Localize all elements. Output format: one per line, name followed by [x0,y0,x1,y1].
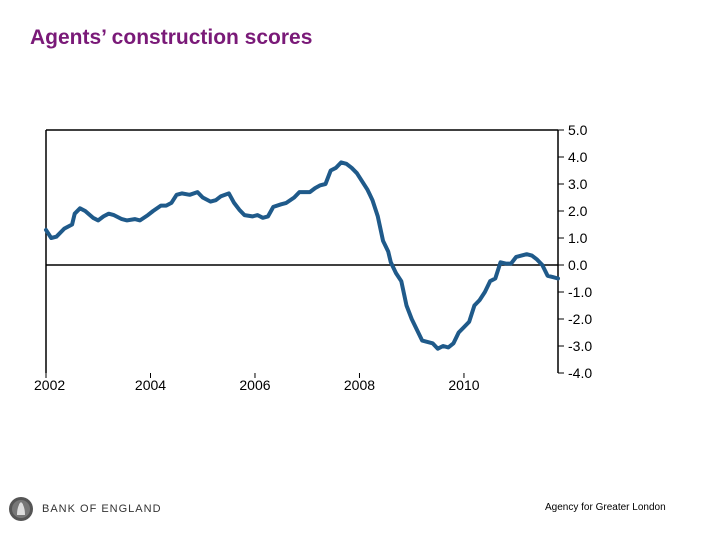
logo-text: BANK OF ENGLAND [42,503,162,515]
chart-frame [45,129,559,373]
x-axis: 2002 2004 2006 2008 2010 [34,373,480,393]
y-tick-label: 4.0 [568,149,588,165]
y-tick-label: 3.0 [568,176,588,192]
y-tick-label: -4.0 [568,365,592,381]
y-axis: 5.0 4.0 3.0 2.0 1.0 0.0 -1.0 -2.0 -3.0 -4.0 [558,122,592,381]
y-tick-label: -1.0 [568,284,592,300]
y-tick-label: 5.0 [568,122,588,138]
footer-agency-text: Agency for Greater London [545,502,666,513]
footer-logo: BANK OF ENGLAND [8,494,162,524]
x-tick-label: 2006 [239,377,270,393]
series-group [44,160,560,351]
y-tick-label: 1.0 [568,230,588,246]
x-tick-label: 2010 [448,377,479,393]
series-line [44,160,560,351]
y-tick-label: -2.0 [568,311,592,327]
y-tick-label: 0.0 [568,257,588,273]
bank-of-england-seal-icon [9,497,33,521]
slide-title: Agents’ construction scores [30,26,313,49]
y-tick-label: -3.0 [568,338,592,354]
x-tick-label: 2008 [344,377,375,393]
x-tick-label: 2002 [34,377,65,393]
y-tick-label: 2.0 [568,203,588,219]
x-tick-label: 2004 [135,377,166,393]
